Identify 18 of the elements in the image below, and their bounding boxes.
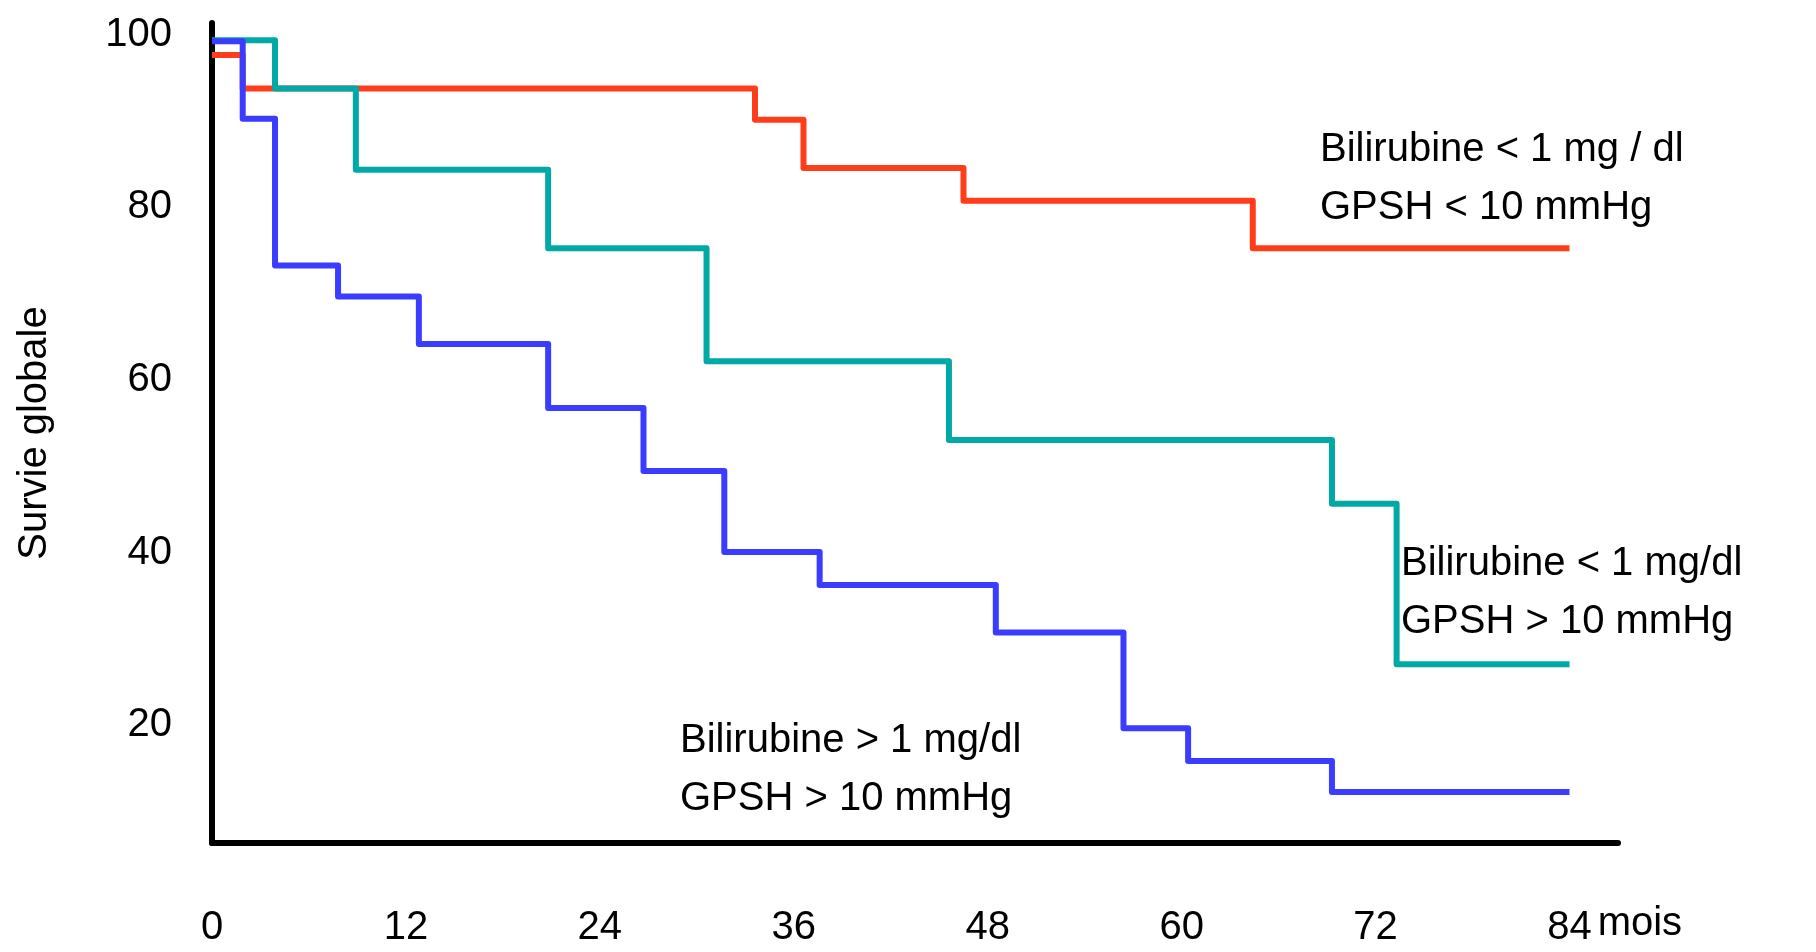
x-tick-label: 60: [1159, 903, 1204, 947]
y-axis-title: Survie globale: [10, 306, 54, 560]
x-tick-label: 36: [771, 903, 817, 947]
y-tick-label: 80: [127, 182, 172, 227]
x-tick-label: 48: [965, 903, 1010, 947]
y-tick-label: 60: [127, 354, 172, 399]
x-tick-label: 24: [577, 903, 623, 947]
x-tick-label: 0: [200, 903, 224, 947]
x-axis-title: mois: [1597, 899, 1683, 943]
y-tick-label: 20: [127, 700, 172, 745]
x-tick-label: 12: [383, 903, 429, 947]
x-tick-label: 72: [1353, 903, 1398, 947]
y-tick-label: 100: [105, 9, 172, 54]
annotation: Bilirubine < 1 mg / dl GPSH < 10 mmHg: [1320, 125, 1684, 227]
annotation: Bilirubine < 1 mg/dl GPSH > 10 mmHg: [1401, 539, 1743, 641]
y-tick-label: 40: [127, 527, 172, 572]
annotation: Bilirubine > 1 mg/dl GPSH > 10 mmHg: [680, 716, 1022, 818]
x-tick-label: 84: [1547, 903, 1592, 947]
